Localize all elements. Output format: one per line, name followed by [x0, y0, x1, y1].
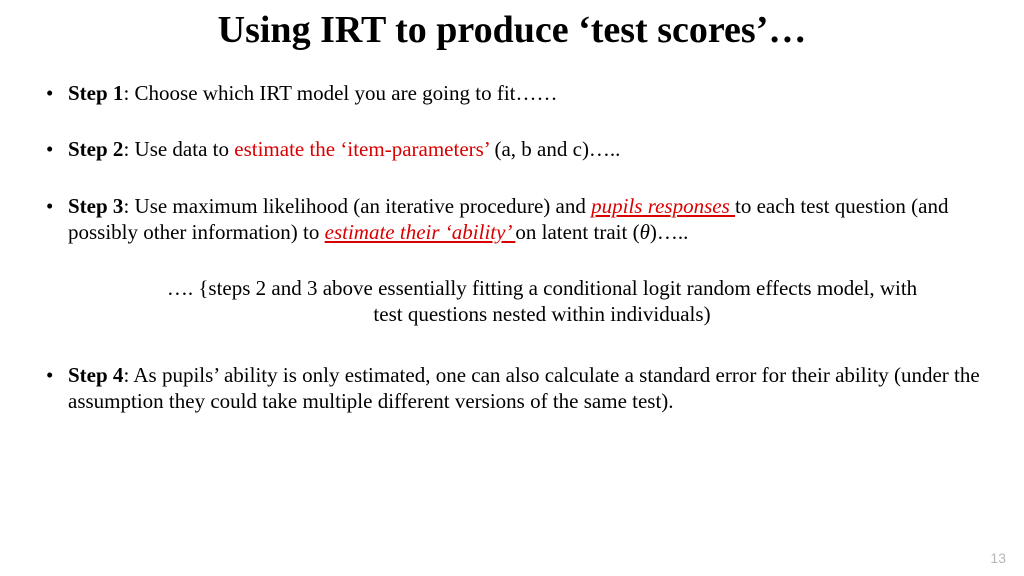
page-number: 13 — [990, 550, 1006, 566]
step-3-label: Step 3 — [68, 194, 123, 218]
step-2-label: Step 2 — [68, 137, 123, 161]
slide-content: Using IRT to produce ‘test scores’… Step… — [0, 0, 1024, 414]
step-2-red: estimate the ‘item-parameters’ — [234, 137, 494, 161]
step-2-text-after: (a, b and c)….. — [494, 137, 620, 161]
inline-note: …. {steps 2 and 3 above essentially fitt… — [160, 275, 924, 328]
step-3-t1: : Use maximum likelihood (an iterative p… — [123, 194, 591, 218]
step-1-text: : Choose which IRT model you are going t… — [123, 81, 557, 105]
bullet-list: Step 1: Choose which IRT model you are g… — [40, 80, 984, 245]
slide-title: Using IRT to produce ‘test scores’… — [40, 8, 984, 52]
step-3-t3: on latent trait ( — [515, 220, 639, 244]
step-3-r1: pupils responses — [591, 194, 735, 218]
step-2-text-before: : Use data to — [123, 137, 234, 161]
step-3-t4: )….. — [650, 220, 689, 244]
step-4-text: : As pupils’ ability is only estimated, … — [68, 363, 980, 413]
step-4: Step 4: As pupils’ ability is only estim… — [68, 362, 984, 415]
step-3-theta: θ — [640, 220, 650, 244]
bullet-list-2: Step 4: As pupils’ ability is only estim… — [40, 362, 984, 415]
step-3: Step 3: Use maximum likelihood (an itera… — [68, 193, 984, 246]
step-4-label: Step 4 — [68, 363, 123, 387]
step-3-r2: estimate their ‘ability’ — [325, 220, 516, 244]
step-1-label: Step 1 — [68, 81, 123, 105]
step-1: Step 1: Choose which IRT model you are g… — [68, 80, 984, 106]
step-2: Step 2: Use data to estimate the ‘item-p… — [68, 136, 984, 162]
